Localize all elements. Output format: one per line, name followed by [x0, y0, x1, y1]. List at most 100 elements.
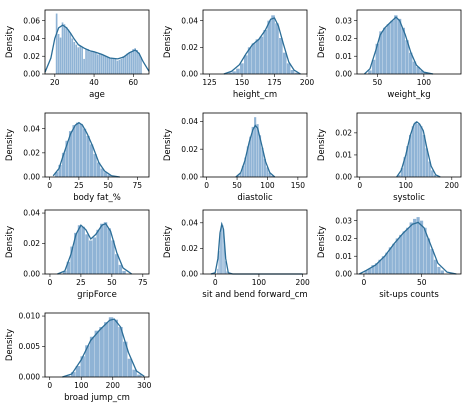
histogram-bar [290, 70, 295, 74]
y-axis-label: Density [317, 129, 327, 161]
histogram-bar [390, 20, 394, 75]
x-tick-label: 150 [235, 78, 250, 87]
x-axis-label: gripForce [77, 290, 117, 300]
histogram-bar [430, 249, 434, 274]
histogram-bar [433, 259, 438, 274]
histogram-bar [275, 23, 279, 74]
histogram-bar [77, 47, 80, 74]
histogram-bar [120, 58, 123, 74]
histogram-bar [402, 231, 406, 274]
x-tick-label: 150 [291, 181, 306, 190]
x-tick-label: 0 [48, 278, 53, 287]
histogram-bar [134, 48, 136, 74]
histogram-bar [420, 70, 424, 74]
histogram-bar [108, 317, 114, 377]
histogram-bar [218, 250, 220, 274]
histogram-bar [100, 54, 103, 74]
histogram-bar [54, 172, 59, 177]
y-tick-label: 0.04 [23, 34, 40, 43]
histogram-bar [222, 225, 224, 274]
axes-frame [44, 112, 150, 178]
histogram-bar [96, 229, 100, 274]
histogram-bar [394, 15, 398, 75]
histogram-bar [406, 227, 410, 274]
histogram-bar [93, 51, 95, 74]
histogram-bar [426, 238, 431, 274]
x-axis-label: age [89, 90, 105, 100]
histogram-bar [259, 36, 264, 74]
histogram-bar [89, 51, 91, 74]
y-axis-label: Density [5, 226, 15, 258]
x-tick-label: 0 [362, 278, 367, 287]
histogram-bar [294, 72, 299, 74]
histogram-bar [111, 240, 115, 274]
histogram-bar [247, 47, 252, 74]
histogram-bar [286, 63, 291, 74]
x-tick-label: 0 [213, 278, 218, 287]
histogram-bar [89, 144, 94, 177]
subplot-5: 0 100 200 0.00 0.01 0.02 systolic Density [317, 112, 462, 203]
histogram-bar [367, 268, 372, 274]
x-tick-label: 200 [295, 278, 310, 287]
histogram-bar [266, 167, 269, 177]
histogram-bar [397, 18, 402, 74]
subplot-3: 0 25 50 75 0.00 0.02 0.04 body fat_% Density [5, 112, 150, 203]
histogram-bar [123, 341, 128, 377]
x-tick-label: 100 [417, 78, 432, 87]
y-tick-label: 0.04 [23, 124, 40, 133]
histogram-bar [422, 135, 426, 177]
histogram-bar [386, 24, 391, 74]
subplot-6: 0 25 50 75 0.00 0.02 0.04 gripForce Density [5, 209, 150, 300]
histogram-bar [232, 71, 236, 74]
kde-line [358, 221, 457, 275]
kde-line [44, 24, 150, 73]
histogram-bar [102, 55, 105, 74]
x-tick-label: 100 [252, 278, 267, 287]
histogram-bar [57, 34, 60, 74]
histogram-bar [118, 327, 123, 377]
histogram-bar [271, 175, 274, 177]
histogram-bar [225, 261, 227, 274]
kde-line [223, 17, 301, 75]
axes-frame [202, 112, 308, 178]
kde-line [57, 222, 133, 275]
histogram-bar [113, 319, 118, 377]
histogram-bar [97, 162, 101, 177]
axes-frame [202, 209, 308, 275]
y-tick-label: 0.00 [335, 270, 352, 279]
x-axis-label: broad jump_cm [64, 393, 130, 403]
axes-frame [356, 9, 462, 75]
y-tick-label: 0.010 [19, 312, 41, 321]
histogram-bar [236, 68, 240, 74]
histogram-bar [237, 175, 240, 177]
histogram-bar [110, 58, 113, 74]
x-axis-label: body fat_% [73, 193, 121, 203]
y-tick-label: 0.02 [181, 244, 198, 253]
histogram-bar [88, 240, 93, 274]
y-tick-label: 0.03 [335, 16, 352, 25]
histogram-bar [244, 157, 247, 177]
y-tick-label: 0.02 [181, 43, 198, 52]
x-tick-label: 25 [76, 278, 86, 287]
histogram-bar [85, 234, 89, 274]
histogram-bar [226, 271, 228, 274]
histogram-bar [419, 220, 424, 274]
histogram-bar [114, 58, 117, 74]
histogram-bar [86, 135, 90, 177]
histogram-bar [65, 140, 69, 177]
histogram-bar [83, 58, 85, 74]
x-axis-label: weight_kg [387, 90, 430, 100]
x-tick-label: 25 [74, 181, 84, 190]
histogram-bar [95, 52, 97, 74]
axes-frame [356, 209, 462, 275]
y-tick-label: 0.00 [23, 173, 40, 182]
y-tick-label: 0.00 [23, 70, 40, 79]
histogram-bar [58, 164, 62, 177]
histogram-bar [59, 37, 62, 74]
histogram-bar [228, 72, 232, 74]
histogram-bar [409, 135, 412, 177]
kde-line [62, 318, 145, 378]
y-tick-label: 0.00 [335, 173, 352, 182]
subplot-1: 125 150 175 200 0.00 0.02 0.04 height_cm Density [163, 9, 314, 100]
histogram-bar [97, 54, 99, 74]
